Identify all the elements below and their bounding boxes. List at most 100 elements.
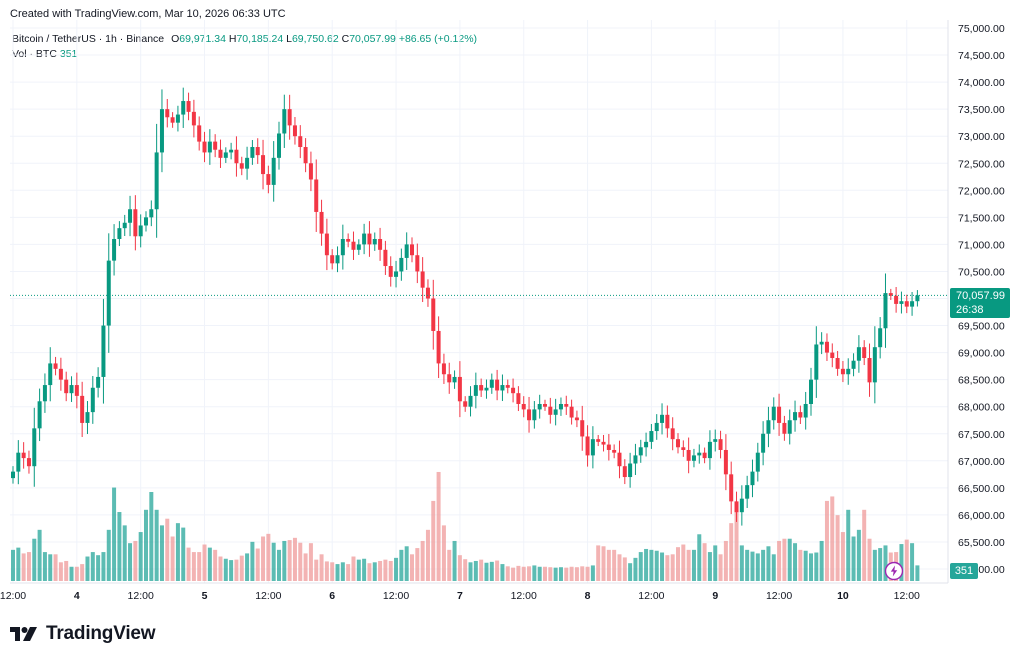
close-label: C xyxy=(341,33,350,45)
candle-body xyxy=(144,217,148,226)
candle-body xyxy=(734,501,739,513)
volume-bar xyxy=(292,537,297,581)
volume-bar xyxy=(372,562,377,581)
candle-body xyxy=(532,409,537,421)
volume-bar xyxy=(761,549,766,581)
candle-body xyxy=(558,403,563,410)
candle-body xyxy=(649,431,654,442)
candle-body xyxy=(463,401,468,407)
candle-body xyxy=(117,228,122,239)
price-axis: 65,000.0065,500.0066,000.0066,500.0067,0… xyxy=(958,23,1005,576)
volume-bar xyxy=(32,538,37,581)
volume-bar xyxy=(149,492,154,581)
candle-body xyxy=(101,325,106,377)
price-tick-label: 65,500.00 xyxy=(958,537,1005,549)
volume-bar xyxy=(170,536,175,581)
time-tick-label: 12:00 xyxy=(638,590,664,602)
candle-body xyxy=(234,149,239,164)
volume-bar xyxy=(910,543,915,581)
candle-body xyxy=(601,441,606,445)
price-tick-label: 74,000.00 xyxy=(958,77,1005,89)
candle-body xyxy=(622,466,627,478)
candle-body xyxy=(681,447,686,450)
volume-bar xyxy=(723,540,728,581)
volume-bar xyxy=(835,515,840,581)
volume-bar xyxy=(484,562,489,581)
volume-bar xyxy=(213,549,218,581)
volume-bar xyxy=(404,546,409,581)
candle-body xyxy=(824,341,829,353)
candle-body xyxy=(26,458,31,467)
volume-bar xyxy=(702,543,707,581)
volume-bar xyxy=(191,552,196,581)
candle-body xyxy=(755,452,760,472)
volume-bar xyxy=(798,549,803,581)
candle-body xyxy=(90,387,95,413)
volume-bar xyxy=(388,560,393,581)
candles xyxy=(11,87,920,526)
time-tick-label: 12:00 xyxy=(255,590,281,602)
time-tick-label: 12:00 xyxy=(0,590,26,602)
candle-body xyxy=(245,157,250,169)
candle-body xyxy=(415,255,420,272)
candle-body xyxy=(112,238,117,261)
candle-body xyxy=(729,474,734,502)
volume-bar xyxy=(218,556,223,581)
volume-bar xyxy=(617,554,622,581)
symbol-legend: Bitcoin / TetherUS · 1h · Binance O69,97… xyxy=(12,32,477,62)
volume-bar xyxy=(128,543,133,581)
candle-body xyxy=(362,233,367,245)
candle-body xyxy=(69,385,74,394)
candle-body xyxy=(154,152,159,210)
volume-bar xyxy=(48,554,53,581)
volume-bar xyxy=(840,532,845,581)
volume-bar xyxy=(261,536,266,581)
volume-bar xyxy=(904,539,909,581)
volume-bar xyxy=(654,550,659,581)
volume-bar xyxy=(319,554,324,581)
time-tick-label: 12:00 xyxy=(511,590,537,602)
candle-body xyxy=(819,341,824,345)
candle-body xyxy=(383,249,388,267)
volume-bar xyxy=(750,551,755,581)
volume-bar xyxy=(558,567,563,581)
price-tick-label: 71,000.00 xyxy=(958,239,1005,251)
created-with-caption: Created with TradingView.com, Mar 10, 20… xyxy=(10,8,286,20)
volume-bar xyxy=(670,554,675,581)
candle-body xyxy=(441,363,446,375)
candle-body xyxy=(314,179,319,212)
candle-body xyxy=(319,211,324,234)
volume-bar xyxy=(809,553,813,581)
low-label: L xyxy=(286,33,292,45)
volume-bar xyxy=(766,546,771,581)
volume-bar xyxy=(394,557,399,581)
volume-bar xyxy=(814,552,819,581)
candle-body xyxy=(793,412,798,421)
candle-body xyxy=(617,452,622,467)
candle-body xyxy=(660,414,665,423)
candle-body xyxy=(473,385,478,396)
candle-body xyxy=(638,447,643,456)
candle-body xyxy=(159,109,164,153)
time-tick-label: 7 xyxy=(457,590,463,602)
volume-bar xyxy=(856,529,861,581)
lightning-icon[interactable] xyxy=(884,561,904,581)
candle-body xyxy=(53,363,58,369)
volume-bar xyxy=(452,540,457,581)
candle-body xyxy=(516,393,521,404)
volume-bar xyxy=(346,564,351,581)
time-axis: 12:00 4 12:00 5 12:00 6 12:00 7 12:00 8 12:00 9 12:0… xyxy=(0,590,920,602)
volume-bar xyxy=(181,527,186,581)
candle-body xyxy=(282,109,287,134)
candle-body xyxy=(255,147,260,156)
volume-bar xyxy=(277,549,281,581)
time-tick-label: 12:00 xyxy=(128,590,154,602)
time-tick-label: 9 xyxy=(712,590,718,602)
open-label: O xyxy=(171,33,180,45)
candle-body xyxy=(133,209,138,237)
volume-bar xyxy=(431,500,436,581)
candle-body xyxy=(308,163,313,180)
candle-body xyxy=(250,147,255,158)
candle-body xyxy=(372,238,377,245)
